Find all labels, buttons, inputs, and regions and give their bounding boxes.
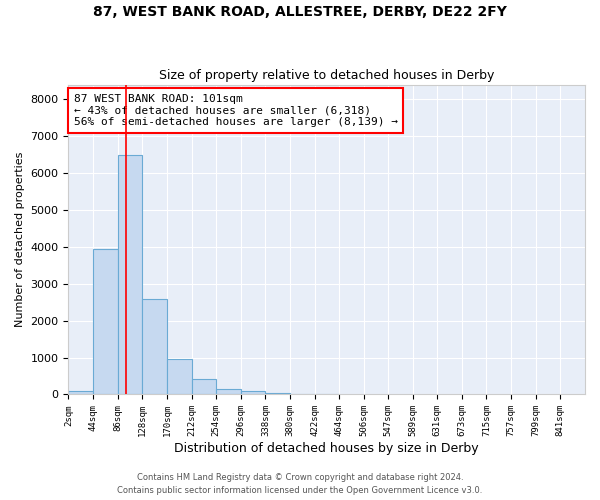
Bar [118,156,142,394]
Bar [68,391,93,394]
Bar [216,389,241,394]
Bar [167,360,191,394]
Bar [93,248,118,394]
Bar [142,300,167,394]
Text: Contains HM Land Registry data © Crown copyright and database right 2024.
Contai: Contains HM Land Registry data © Crown c… [118,474,482,495]
Text: 87, WEST BANK ROAD, ALLESTREE, DERBY, DE22 2FY: 87, WEST BANK ROAD, ALLESTREE, DERBY, DE… [93,5,507,19]
Bar [241,391,265,394]
Text: 87 WEST BANK ROAD: 101sqm
← 43% of detached houses are smaller (6,318)
56% of se: 87 WEST BANK ROAD: 101sqm ← 43% of detac… [74,94,398,127]
Bar [265,392,290,394]
Title: Size of property relative to detached houses in Derby: Size of property relative to detached ho… [159,69,494,82]
Y-axis label: Number of detached properties: Number of detached properties [15,152,25,327]
Bar [191,378,216,394]
X-axis label: Distribution of detached houses by size in Derby: Distribution of detached houses by size … [175,442,479,455]
